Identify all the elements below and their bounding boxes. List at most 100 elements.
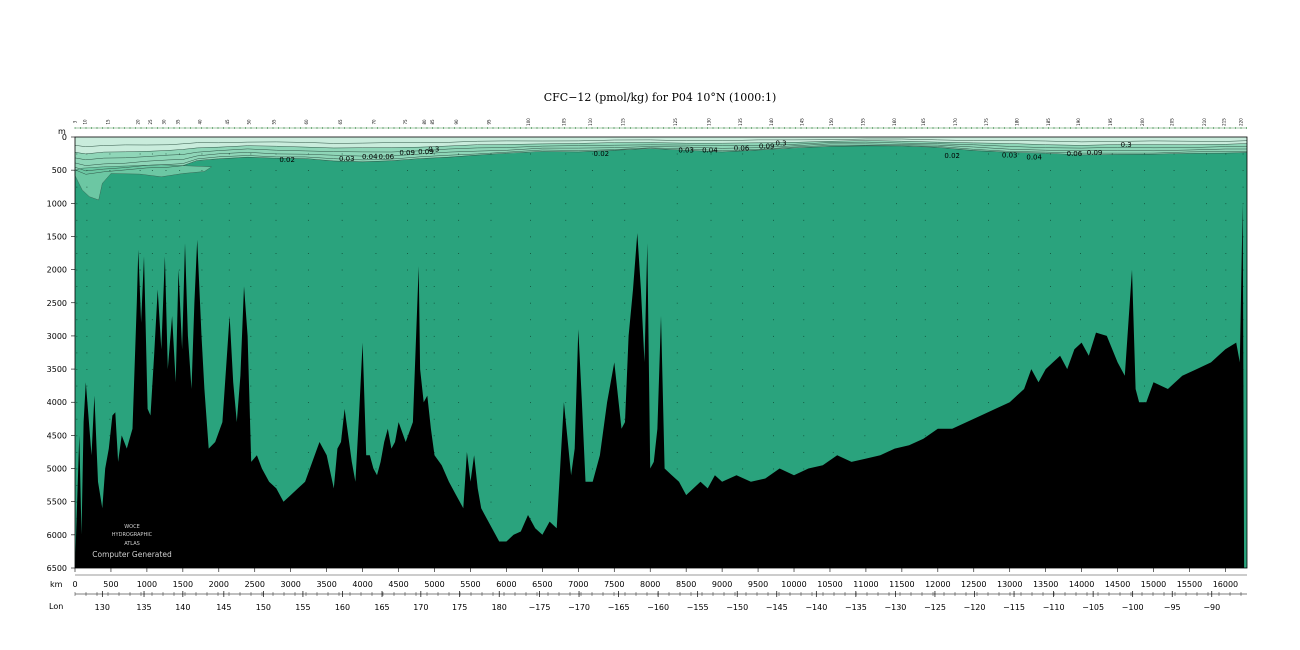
- contour-line: [74, 141, 1248, 161]
- sample-dot: [1018, 236, 1020, 238]
- sample-dot: [179, 286, 181, 287]
- sample-dot: [341, 236, 343, 238]
- sample-dot: [375, 352, 377, 354]
- station-label: 100: [526, 118, 531, 126]
- station-label: 20: [136, 119, 141, 125]
- sample-dot: [710, 319, 712, 321]
- sample-dot: [1206, 269, 1207, 271]
- x-tick-label: 8000: [640, 580, 660, 589]
- x-tick-label: 6000: [496, 580, 516, 589]
- sample-dot: [86, 170, 88, 171]
- surface-layer: [74, 137, 1247, 201]
- sample-dot: [864, 269, 866, 271]
- x-tick-label: 12000: [925, 580, 950, 589]
- sample-dot: [803, 219, 805, 221]
- sample-dot: [433, 402, 435, 404]
- lon-tick-label: −175: [528, 603, 550, 612]
- sample-dot: [179, 170, 181, 171]
- sample-dot: [250, 236, 252, 238]
- axes-layer: 0500100015002000250030003500400045005000…: [47, 118, 1248, 612]
- station-label: 90: [454, 119, 459, 125]
- sample-dot: [1144, 153, 1145, 155]
- sample-dot: [530, 253, 531, 254]
- sample-dot: [76, 335, 78, 337]
- sample-dot: [228, 170, 230, 171]
- sample-dot: [988, 153, 989, 155]
- sample-dot: [341, 203, 343, 205]
- sample-dot: [250, 352, 252, 354]
- sample-dot: [307, 451, 309, 453]
- sample-dot: [924, 302, 926, 304]
- sample-dot: [425, 153, 427, 155]
- sample-dot: [375, 402, 377, 404]
- contour-label: 0.3: [1121, 141, 1132, 149]
- sample-dot: [803, 319, 805, 321]
- sample-dot: [1173, 319, 1175, 321]
- sample-dot: [624, 352, 626, 354]
- sample-dot: [1080, 286, 1081, 287]
- sample-dot: [896, 369, 897, 370]
- sample-dot: [458, 170, 460, 171]
- sample-dot: [76, 253, 78, 254]
- sample-dot: [375, 286, 377, 287]
- sample-dot: [1173, 153, 1175, 155]
- upper-band: [75, 137, 1247, 154]
- sample-dot: [864, 369, 866, 370]
- contour-label: 0.06: [379, 153, 395, 161]
- sample-dot: [139, 170, 141, 171]
- sample-dot: [530, 219, 531, 221]
- sample-dot: [957, 219, 959, 221]
- sample-dot: [151, 286, 153, 287]
- sample-dot: [407, 369, 408, 370]
- x-tick-label: 14000: [1069, 580, 1094, 589]
- station-label: 200: [1140, 118, 1145, 126]
- lon-tick-label: −150: [726, 603, 748, 612]
- sample-dot: [201, 335, 203, 337]
- sample-dot: [433, 352, 435, 354]
- sample-dot: [86, 186, 88, 188]
- sample-dot: [1144, 335, 1145, 337]
- sample-dot: [341, 369, 343, 370]
- sample-dot: [803, 153, 805, 155]
- sample-dot: [490, 269, 492, 271]
- x-tick-label: 5500: [460, 580, 480, 589]
- sample-dot: [1111, 253, 1113, 254]
- station-label: 30: [162, 119, 167, 125]
- station-label: 215: [1221, 118, 1226, 126]
- sample-dot: [710, 219, 712, 221]
- station-label: 210: [1202, 118, 1207, 126]
- sample-dot: [803, 269, 805, 271]
- sample-dot: [375, 269, 377, 271]
- sample-dot: [565, 418, 567, 420]
- sample-dot: [407, 253, 408, 254]
- sample-dot: [1225, 253, 1227, 254]
- x-tick-label: 15500: [1177, 580, 1202, 589]
- sample-dot: [76, 286, 78, 287]
- sample-dot: [407, 269, 408, 271]
- sample-dot: [924, 402, 926, 404]
- sample-dot: [275, 236, 277, 238]
- sample-dot: [250, 385, 252, 387]
- sample-dot: [1206, 153, 1207, 155]
- sample-dot: [565, 302, 567, 304]
- sample-dot: [109, 402, 111, 404]
- sample-dot: [924, 335, 926, 337]
- sample-dot: [151, 203, 153, 205]
- sample-dot: [864, 352, 866, 354]
- sample-dot: [139, 203, 141, 205]
- sample-dot: [773, 170, 774, 171]
- sample-dot: [275, 319, 277, 321]
- y-tick-label: 6500: [47, 564, 67, 573]
- lon-tick-label: −90: [1203, 603, 1220, 612]
- sample-dot: [86, 203, 88, 205]
- sample-dot: [1242, 153, 1244, 155]
- sample-dot: [1206, 236, 1207, 238]
- sample-dot: [1018, 186, 1020, 188]
- sample-dot: [76, 170, 78, 171]
- sample-dot: [530, 186, 531, 188]
- sample-dot: [341, 402, 343, 404]
- sample-dot: [1080, 269, 1081, 271]
- station-label: 195: [1108, 118, 1113, 126]
- sample-dot: [151, 153, 153, 155]
- sample-dot: [250, 335, 252, 337]
